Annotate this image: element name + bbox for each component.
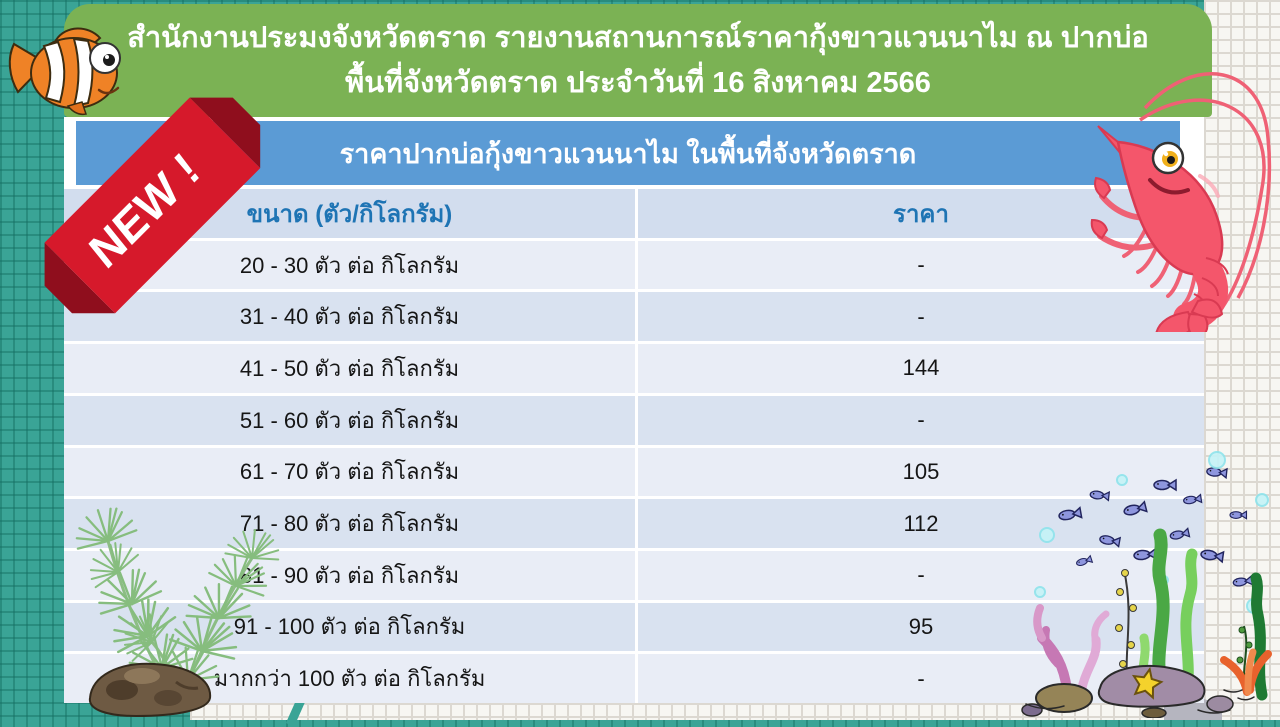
size-cell: 41 - 50 ตัว ต่อ กิโลกรัม <box>64 344 635 393</box>
clownfish-icon <box>8 27 121 116</box>
size-cell: 51 - 60 ตัว ต่อ กิโลกรัม <box>64 395 635 445</box>
table-row: 51 - 60 ตัว ต่อ กิโลกรัม - <box>64 395 1204 445</box>
shrimp-icon <box>1090 72 1272 332</box>
table-subtitle: ราคาปากบ่อกุ้งขาวแวนนาไม ในพื้นที่จังหวั… <box>339 138 917 169</box>
price-cell: - <box>638 292 1204 342</box>
size-cell: 71 - 80 ตัว ต่อ กิโลกรัม <box>64 499 635 548</box>
price-cell: 144 <box>638 344 1204 393</box>
bottom-grid-strip <box>190 703 1204 720</box>
right-grid-panel <box>1204 0 1280 720</box>
table-row: 41 - 50 ตัว ต่อ กิโลกรัม 144 <box>64 344 1204 393</box>
report-title-banner: สำนักงานประมงจังหวัดตราด รายงานสถานการณ์… <box>64 4 1212 117</box>
size-cell: 61 - 70 ตัว ต่อ กิโลกรัม <box>64 447 635 497</box>
price-cell: - <box>638 240 1204 290</box>
report-title-line1: สำนักงานประมงจังหวัดตราด รายงานสถานการณ์… <box>127 21 1149 54</box>
price-cell: - <box>638 550 1204 600</box>
table-row: 31 - 40 ตัว ต่อ กิโลกรัม - <box>64 292 1204 342</box>
price-cell: 95 <box>638 602 1204 652</box>
price-cell: 105 <box>638 447 1204 497</box>
report-title-line2: พื้นที่จังหวัดตราด ประจำวันที่ 16 สิงหาค… <box>345 66 931 99</box>
size-cell: 31 - 40 ตัว ต่อ กิโลกรัม <box>64 292 635 342</box>
coral-reef-scene <box>1021 451 1272 718</box>
table-row: 81 - 90 ตัว ต่อ กิโลกรัม - <box>64 550 1204 600</box>
table-row: 61 - 70 ตัว ต่อ กิโลกรัม 105 <box>64 447 1204 497</box>
new-ribbon: NEW ! <box>44 97 261 314</box>
aquatic-plant-icon <box>69 502 285 718</box>
price-cell: - <box>638 395 1204 445</box>
price-column-header: ราคา <box>638 189 1204 238</box>
